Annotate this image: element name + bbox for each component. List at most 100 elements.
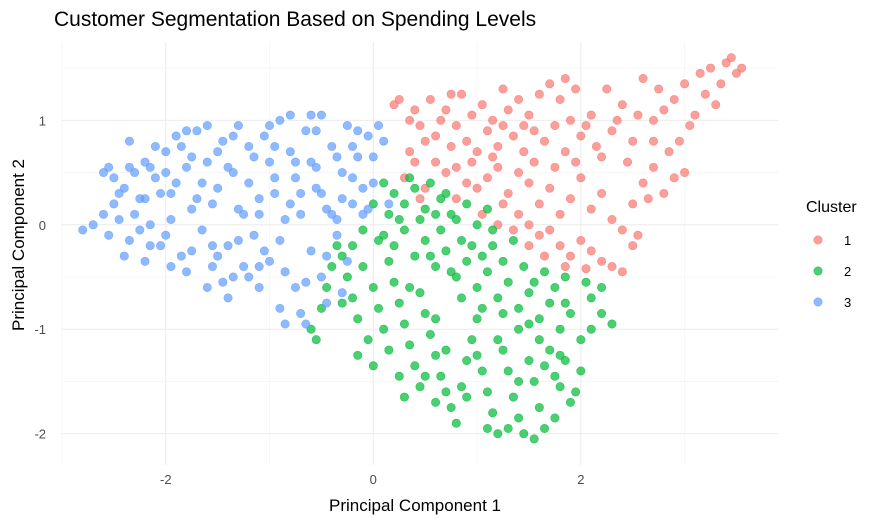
cluster-3-point: [249, 230, 259, 240]
cluster-2-point: [503, 366, 513, 376]
cluster-3-point: [213, 251, 223, 261]
cluster-1-point: [648, 162, 658, 172]
cluster-3-point: [296, 209, 306, 219]
cluster-3-point: [119, 251, 129, 261]
x-tick-label: 2: [577, 472, 584, 487]
cluster-2-point: [431, 314, 441, 324]
cluster-3-point: [301, 319, 311, 329]
cluster-2-point: [508, 392, 518, 402]
cluster-1-point: [571, 157, 581, 167]
cluster-1-point: [659, 188, 669, 198]
cluster-3-point: [156, 241, 166, 251]
cluster-2-point: [373, 303, 383, 313]
cluster-3-point: [290, 282, 300, 292]
cluster-1-point: [405, 147, 415, 157]
cluster-1-point: [648, 136, 658, 146]
cluster-3-point: [265, 256, 275, 266]
cluster-1-point: [669, 173, 679, 183]
y-tick-label: 1: [39, 113, 46, 128]
cluster-1-point: [431, 131, 441, 141]
cluster-2-point: [560, 272, 570, 282]
cluster-3-point: [348, 173, 358, 183]
cluster-3-point: [322, 298, 332, 308]
cluster-1-point: [555, 209, 565, 219]
chart-title: Customer Segmentation Based on Spending …: [54, 8, 537, 31]
cluster-2-point: [420, 204, 430, 214]
cluster-2-point: [348, 241, 358, 251]
cluster-2-point: [446, 209, 456, 219]
x-axis-title: Principal Component 1: [329, 496, 501, 515]
cluster-1-point: [586, 204, 596, 214]
cluster-3-point: [187, 246, 197, 256]
cluster-3-point: [249, 152, 259, 162]
cluster-3-point: [202, 121, 212, 131]
cluster-1-point: [467, 110, 477, 120]
cluster-2-point: [327, 262, 337, 272]
cluster-1-point: [669, 94, 679, 104]
cluster-1-point: [524, 110, 534, 120]
legend-key-3: [813, 297, 823, 307]
cluster-3-point: [228, 272, 238, 282]
cluster-3-point: [363, 204, 373, 214]
cluster-3-point: [182, 126, 192, 136]
cluster-2-point: [410, 183, 420, 193]
cluster-1-point: [680, 168, 690, 178]
cluster-2-point: [534, 403, 544, 413]
cluster-2-point: [332, 241, 342, 251]
cluster-1-point: [560, 147, 570, 157]
cluster-1-point: [633, 110, 643, 120]
y-tick-label: -2: [34, 427, 46, 442]
cluster-2-point: [565, 397, 575, 407]
cluster-2-point: [597, 309, 607, 319]
cluster-1-point: [425, 94, 435, 104]
cluster-2-point: [405, 173, 415, 183]
cluster-2-point: [534, 314, 544, 324]
cluster-3-point: [130, 209, 140, 219]
cluster-2-point: [498, 256, 508, 266]
cluster-2-point: [571, 387, 581, 397]
cluster-3-point: [78, 225, 88, 235]
legend-key-1: [813, 235, 823, 245]
cluster-2-point: [503, 277, 513, 287]
cluster-2-point: [482, 423, 492, 433]
cluster-2-point: [482, 387, 492, 397]
cluster-1-point: [633, 230, 643, 240]
cluster-3-point: [109, 199, 119, 209]
cluster-2-point: [565, 309, 575, 319]
cluster-3-point: [296, 188, 306, 198]
cluster-3-point: [322, 251, 332, 261]
cluster-1-point: [508, 225, 518, 235]
cluster-3-point: [311, 126, 321, 136]
cluster-2-point: [555, 382, 565, 392]
cluster-2-point: [348, 293, 358, 303]
cluster-3-point: [342, 121, 352, 131]
cluster-2-point: [358, 225, 368, 235]
cluster-2-point: [410, 251, 420, 261]
cluster-2-point: [368, 282, 378, 292]
cluster-3-point: [275, 235, 285, 245]
cluster-1-point: [540, 136, 550, 146]
cluster-1-point: [674, 136, 684, 146]
cluster-3-point: [182, 267, 192, 277]
cluster-2-point: [415, 288, 425, 298]
cluster-1-point: [498, 199, 508, 209]
cluster-1-point: [638, 74, 648, 84]
cluster-2-point: [555, 324, 565, 334]
cluster-2-point: [441, 246, 451, 256]
y-axis-title: Principal Component 2: [9, 159, 28, 331]
cluster-3-point: [342, 256, 352, 266]
cluster-2-point: [384, 345, 394, 355]
cluster-3-point: [301, 126, 311, 136]
cluster-1-point: [607, 215, 617, 225]
cluster-2-point: [441, 345, 451, 355]
cluster-2-point: [399, 319, 409, 329]
cluster-1-point: [560, 74, 570, 84]
cluster-3-point: [285, 199, 295, 209]
cluster-1-point: [581, 121, 591, 131]
cluster-3-point: [124, 235, 134, 245]
cluster-3-point: [171, 131, 181, 141]
cluster-1-point: [643, 194, 653, 204]
x-tick-label: 0: [370, 472, 377, 487]
cluster-1-point: [638, 178, 648, 188]
cluster-3-point: [265, 121, 275, 131]
